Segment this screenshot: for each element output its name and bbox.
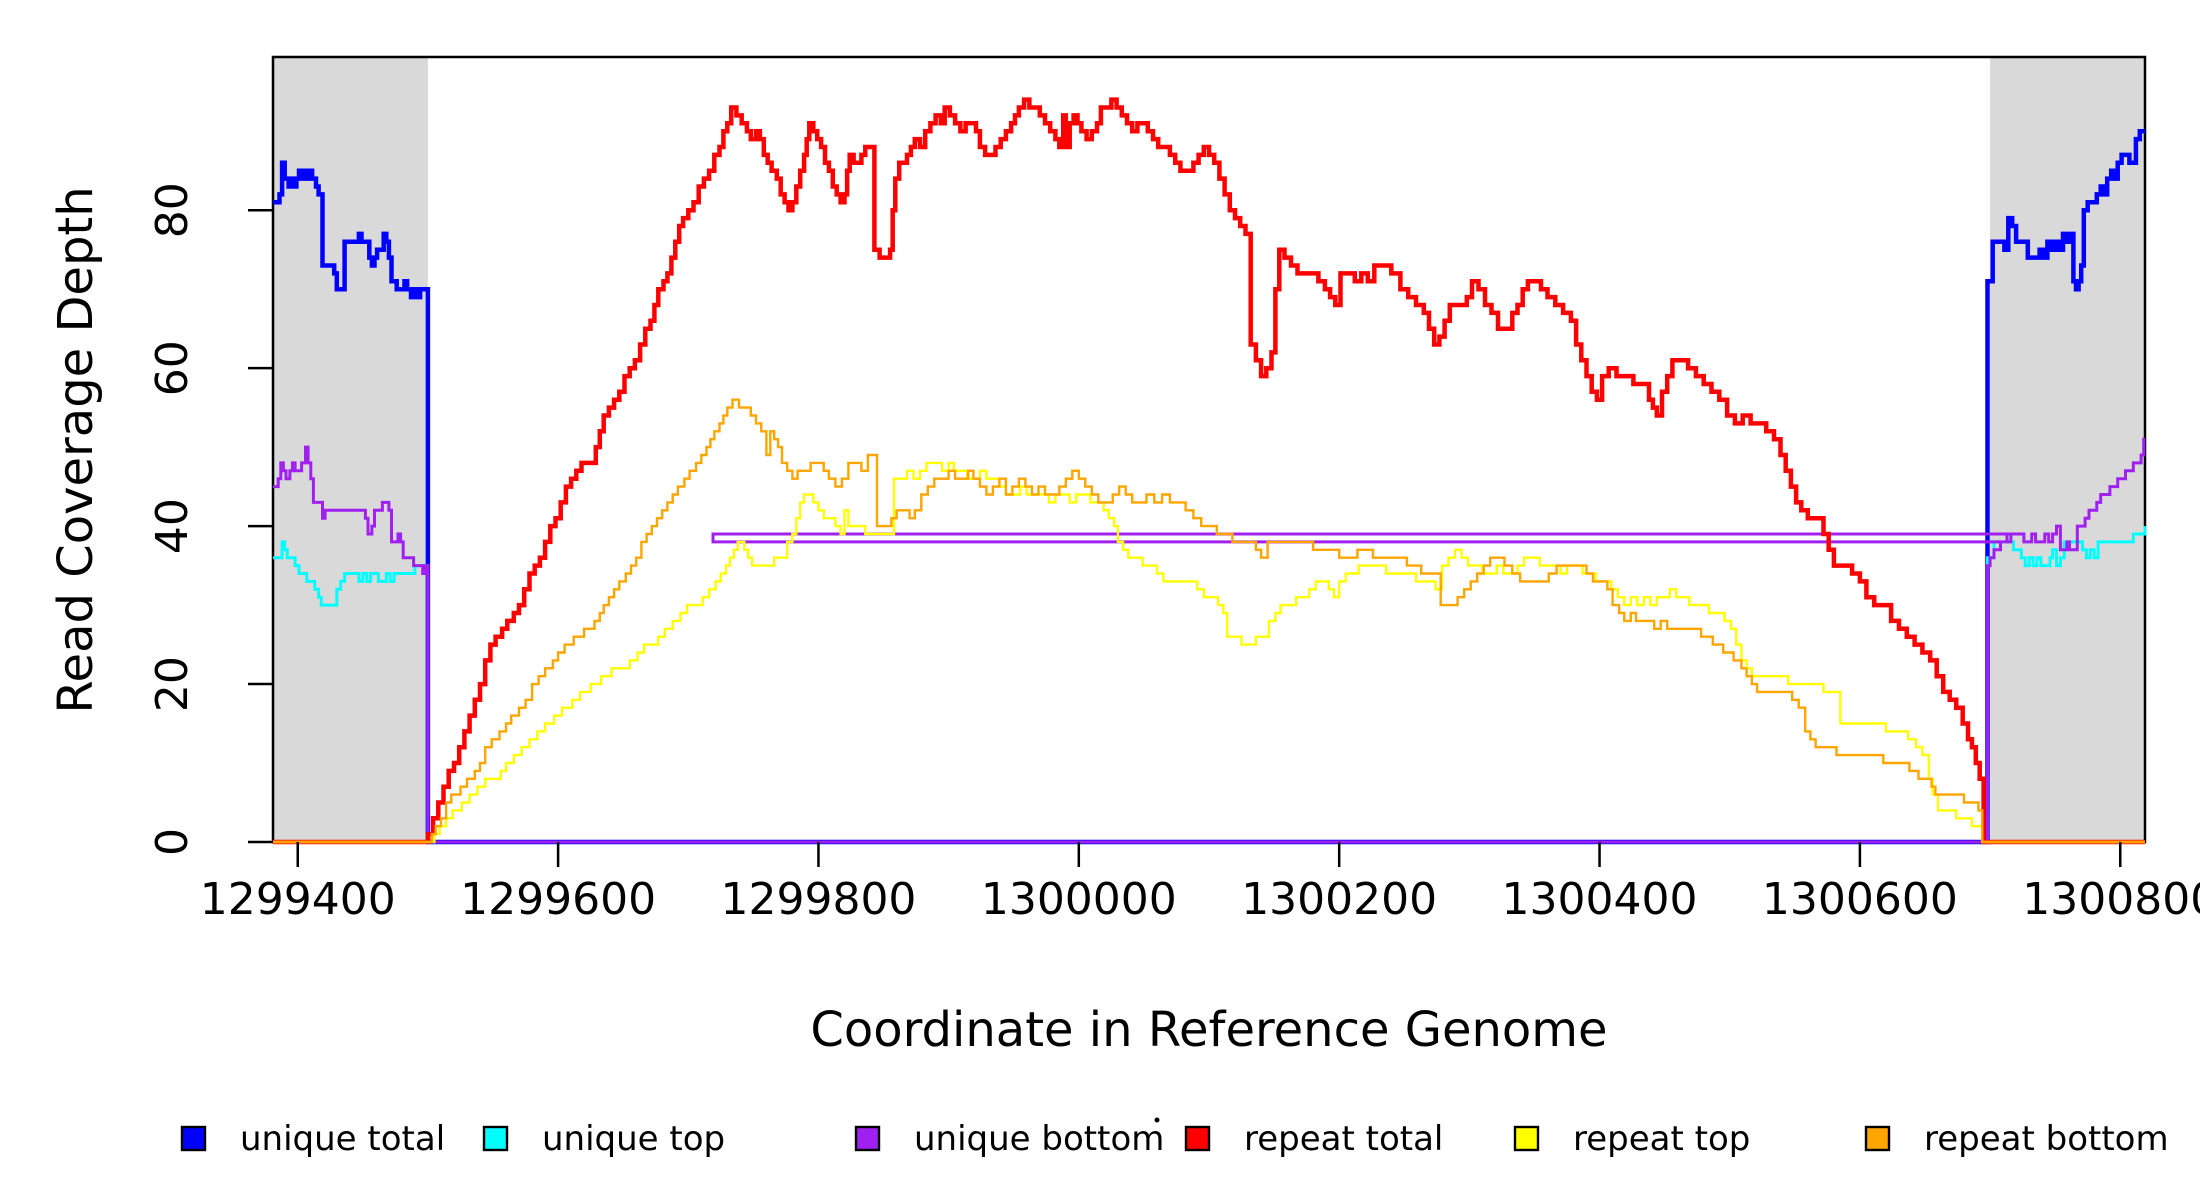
y-axis-title: Read Coverage Depth <box>48 186 104 713</box>
series-unique-top <box>273 526 2147 844</box>
series-lines <box>273 97 2147 845</box>
y-tick-label: 0 <box>147 828 198 856</box>
shaded-regions <box>273 57 2145 842</box>
legend-swatch-repeat-bottom <box>1864 1125 1891 1152</box>
x-tick-label: 1300200 <box>1241 874 1437 925</box>
x-tick-label: 1299600 <box>460 874 656 925</box>
legend-swatch-unique-bottom <box>854 1125 881 1152</box>
series-repeat-top <box>273 461 2145 844</box>
series-unique-total <box>273 128 2145 845</box>
legend-item: unique top <box>482 1119 725 1159</box>
legend-label: unique bottom <box>914 1119 1164 1159</box>
legend-item: repeat total <box>1184 1119 1443 1159</box>
series-repeat-bottom <box>273 398 2145 844</box>
legend-swatch-repeat-top <box>1513 1125 1540 1152</box>
shaded-region <box>273 57 428 842</box>
x-tick-label: 1300600 <box>1762 874 1958 925</box>
series-repeat-total <box>273 97 2145 845</box>
legend-label: repeat total <box>1244 1119 1443 1159</box>
x-tick-label: 1299800 <box>720 874 916 925</box>
legend: unique total unique top unique bottom repea… <box>180 1119 2169 1159</box>
y-tick-label: 60 <box>147 340 198 396</box>
legend-label: unique total <box>240 1119 445 1159</box>
x-tick-label: 1299400 <box>200 874 396 925</box>
y-tick-label: 20 <box>147 656 198 712</box>
legend-label: unique top <box>542 1119 725 1159</box>
series-unique-bottom <box>273 437 2146 844</box>
legend-item: unique total <box>180 1119 445 1159</box>
legend-swatch-repeat-total <box>1184 1125 1211 1152</box>
x-tick-label: 1300800 <box>2022 874 2200 925</box>
legend-label: repeat bottom <box>1924 1119 2169 1159</box>
x-tick-label: 1300400 <box>1502 874 1698 925</box>
y-tick-label: 40 <box>147 498 198 554</box>
x-tick-label: 1300000 <box>981 874 1177 925</box>
legend-item: unique bottom <box>854 1119 1164 1159</box>
legend-item: repeat bottom <box>1864 1119 2169 1159</box>
x-axis-title: Coordinate in Reference Genome <box>810 1002 1607 1058</box>
legend-swatch-unique-total <box>180 1125 207 1152</box>
legend-swatch-unique-top <box>482 1125 509 1152</box>
legend-label: repeat top <box>1573 1119 1750 1159</box>
shaded-region <box>1990 57 2145 842</box>
legend-item: repeat top <box>1513 1119 1750 1159</box>
y-tick-label: 80 <box>147 182 198 238</box>
stray-dot <box>1154 1117 1160 1123</box>
axes: 1299400 1299600 1299800 1300000 1300200 13004… <box>147 182 2200 925</box>
